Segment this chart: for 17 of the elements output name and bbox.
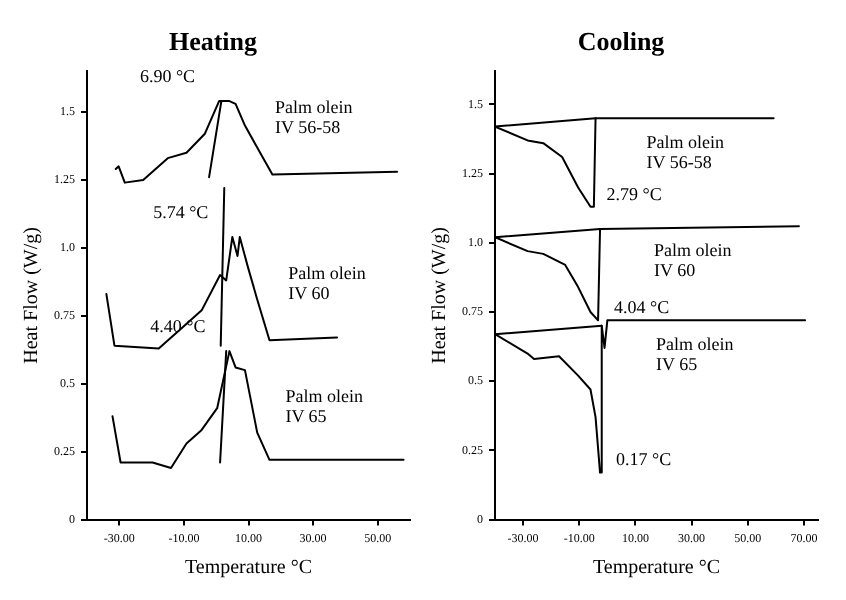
annotation: 0.17 °C	[616, 449, 672, 470]
annotation: 2.79 °C	[606, 183, 662, 204]
y-axis-title: Heat Flow (W/g)	[21, 227, 44, 364]
chart-title: Heating	[168, 26, 259, 57]
series-label: Palm olein IV 65	[656, 334, 735, 375]
annotation: 5.74 °C	[153, 201, 209, 222]
chart-title: Cooling	[577, 26, 666, 57]
series-label: Palm olein IV 56-58	[646, 131, 725, 172]
series-label: Palm olein IV 65	[285, 385, 364, 426]
series-label: Palm olein IV 60	[654, 239, 733, 280]
series-label: Palm olein IV 56-58	[275, 97, 354, 138]
x-axis-title: Temperature °C	[184, 557, 313, 580]
y-axis-title: Heat Flow (W/g)	[429, 227, 452, 364]
x-axis-title: Temperature °C	[592, 557, 721, 580]
annotation: 4.04 °C	[614, 297, 670, 318]
annotation: 6.90 °C	[139, 65, 196, 86]
series-label: Palm olein IV 60	[288, 263, 367, 304]
